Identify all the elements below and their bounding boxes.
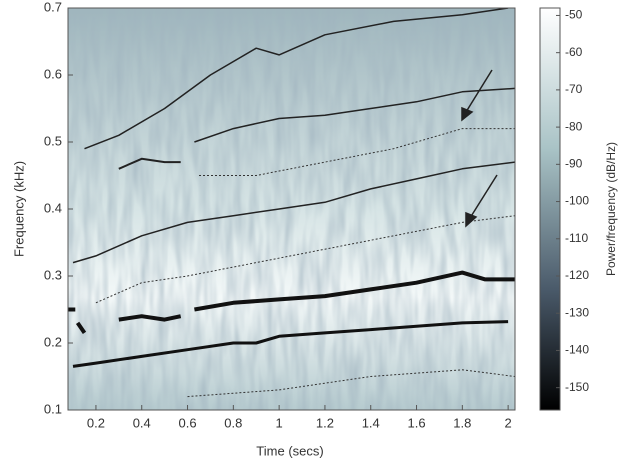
y-tick-label: 0.1 [44, 401, 62, 416]
y-tick-label: 0.3 [44, 267, 62, 282]
track-line [194, 270, 515, 312]
y-tick-label: 0.5 [44, 133, 62, 148]
colorbar [539, 7, 561, 411]
x-tick-label: 1.2 [316, 415, 334, 430]
plot-area [68, 8, 515, 410]
x-tick-label: 0.4 [133, 415, 151, 430]
track-line [84, 8, 509, 150]
annotation-arrows [461, 69, 498, 228]
track-line [72, 161, 515, 264]
x-axis-label: Time (secs) [256, 443, 323, 458]
track-line [95, 215, 515, 304]
y-tick-label: 0.4 [44, 200, 62, 215]
x-tick-label: 1 [276, 415, 283, 430]
track-line [118, 157, 181, 170]
colorbar-tick-label: -50 [565, 8, 583, 22]
track-line [118, 314, 182, 322]
y-tick-label: 0.7 [44, 0, 62, 14]
colorbar-tick-label: -130 [565, 305, 589, 319]
colorbar-tick-label: -110 [565, 231, 588, 245]
colorbar-tick-label: -100 [565, 194, 589, 208]
track-line [72, 320, 509, 368]
colorbar-tick-label: -120 [565, 268, 589, 282]
track-line [75, 321, 87, 335]
colorbar-tick-label: -60 [565, 45, 583, 59]
x-tick-label: 0.8 [224, 415, 242, 430]
spectrogram-texture [68, 8, 515, 410]
x-tick-label: 2 [505, 415, 512, 430]
x-tick-label: 0.2 [87, 415, 105, 430]
colorbar-tick-label: -150 [565, 380, 589, 394]
colorbar-label: Power/frequency (dB/Hz) [604, 142, 618, 276]
x-tick-label: 1.6 [407, 415, 425, 430]
colorbar-tick-label: -90 [565, 157, 583, 171]
y-axis-label: Frequency (kHz) [11, 161, 26, 257]
y-tick-label: 0.2 [44, 334, 62, 349]
track-line [187, 369, 515, 398]
x-tick-label: 1.4 [362, 415, 380, 430]
y-tick-label: 0.6 [44, 66, 62, 81]
track-line [194, 87, 515, 143]
colorbar-tick-label: -80 [565, 119, 583, 133]
x-tick-label: 0.6 [178, 415, 196, 430]
track-line [199, 128, 515, 176]
colorbar-tick-label: -140 [565, 343, 589, 357]
colorbar-tick-label: -70 [565, 82, 583, 96]
x-tick-label: 1.8 [453, 415, 471, 430]
